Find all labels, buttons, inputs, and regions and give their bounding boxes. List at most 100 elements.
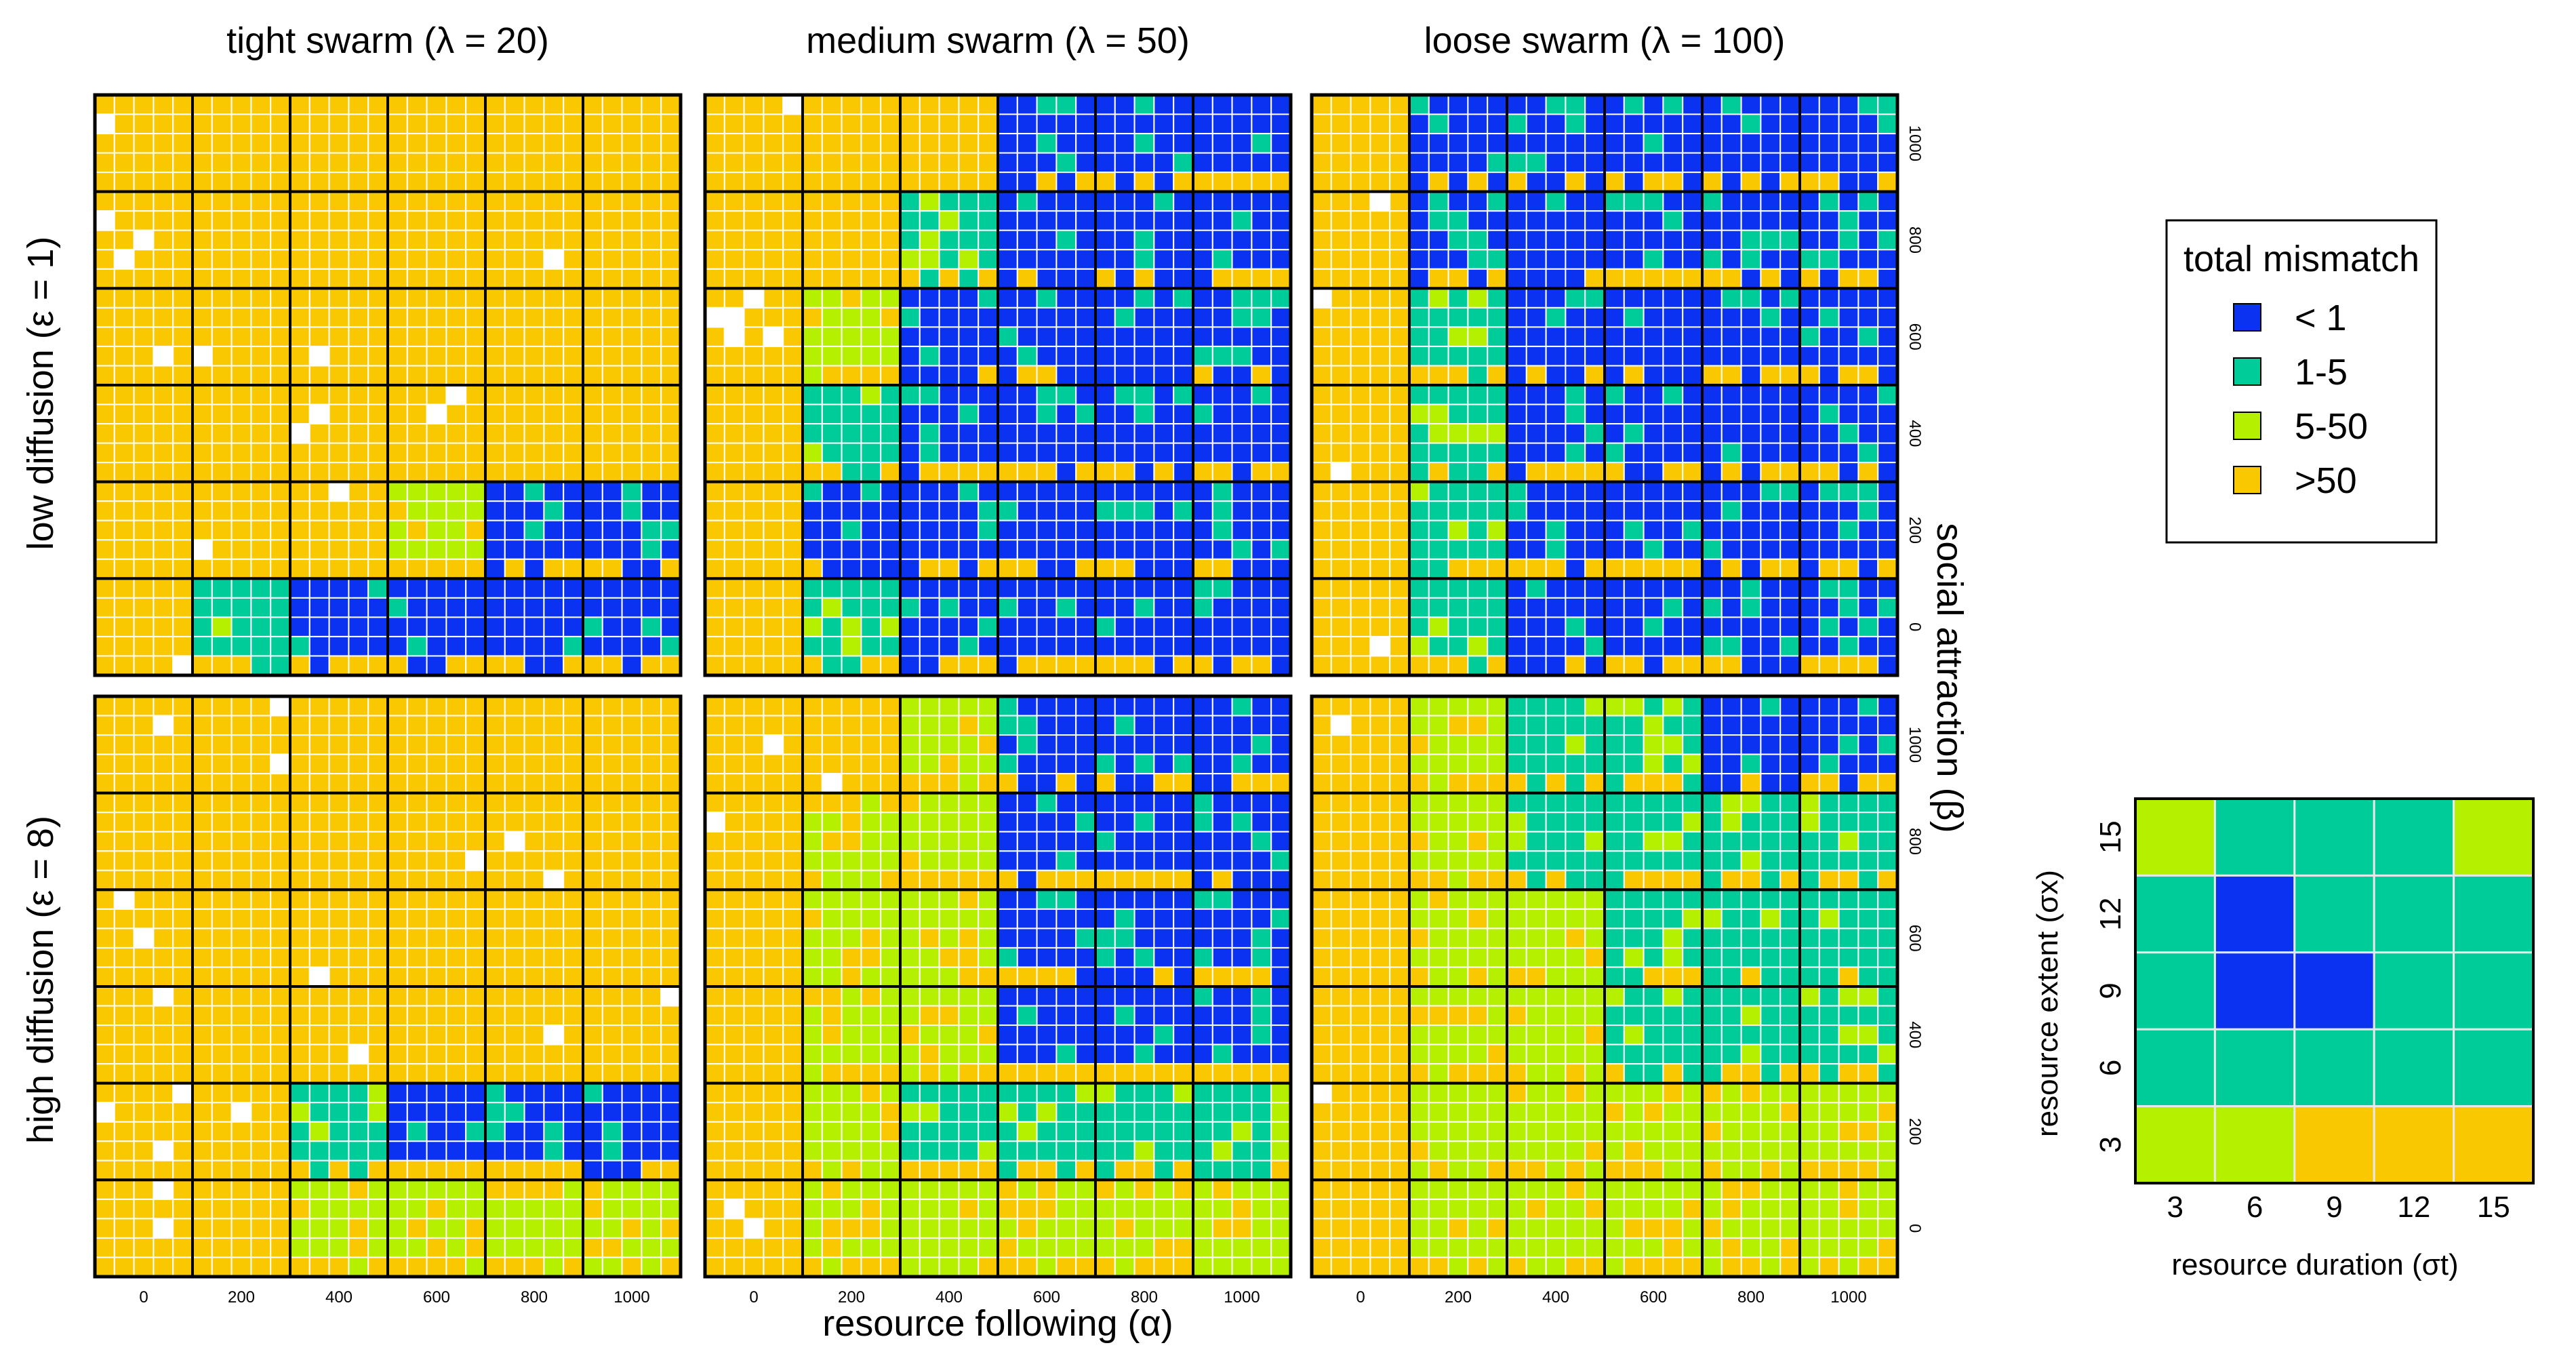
heatmap-cell <box>406 812 428 833</box>
heatmap-cell <box>621 889 643 910</box>
heatmap-cell <box>367 249 389 270</box>
heatmap-cell <box>504 229 525 251</box>
heatmap-cell <box>1133 345 1155 367</box>
heatmap-cell <box>900 384 921 405</box>
heatmap-cell <box>1016 345 1038 367</box>
heatmap-cell <box>387 869 408 891</box>
heatmap-cell <box>1211 1179 1233 1200</box>
heatmap-cell <box>1192 229 1213 251</box>
heatmap-cell <box>802 889 823 910</box>
heatmap-cell <box>958 152 980 174</box>
heatmap-cell <box>270 850 291 871</box>
heatmap-cell <box>997 655 1018 677</box>
heatmap-cell <box>289 1043 310 1065</box>
heatmap-cell <box>1740 850 1762 871</box>
heatmap-cell <box>211 986 233 1007</box>
heatmap-cell <box>153 1063 174 1084</box>
heatmap-cell <box>1545 578 1567 599</box>
heatmap-cell <box>308 1043 330 1065</box>
heatmap-cell <box>582 715 603 736</box>
heatmap-cell <box>1055 655 1077 677</box>
heatmap-cell <box>211 831 233 852</box>
heatmap-cell <box>1857 268 1879 290</box>
heatmap-cell <box>860 326 882 347</box>
heatmap-cell <box>289 539 310 560</box>
heatmap-cell <box>1114 908 1135 930</box>
heatmap-cell <box>1350 831 1371 852</box>
heatmap-cell <box>938 1005 960 1026</box>
heatmap-cell <box>543 539 565 560</box>
heatmap-cell <box>900 986 921 1007</box>
heatmap-cell <box>465 946 487 968</box>
heatmap-cell <box>723 616 745 637</box>
heatmap-cell <box>133 696 155 717</box>
heatmap-cell <box>1545 812 1567 833</box>
heatmap-cell <box>153 442 174 464</box>
heatmap-cell <box>523 597 545 618</box>
heatmap-cell <box>1799 172 1820 193</box>
heatmap-cell <box>704 462 725 483</box>
heatmap-cell <box>94 655 115 677</box>
heatmap-cell <box>660 1256 682 1278</box>
heatmap-cell <box>1643 734 1664 755</box>
heatmap-cell <box>997 715 1018 736</box>
heatmap-cell <box>1251 889 1272 910</box>
heatmap-cell <box>1055 1082 1077 1104</box>
heatmap-cell <box>641 655 662 677</box>
heatmap-cell <box>958 1121 980 1142</box>
heatmap-cell <box>1467 152 1489 174</box>
heatmap-cell <box>1270 1024 1291 1045</box>
heatmap-cell <box>563 1159 584 1181</box>
heatmap-cell <box>1095 268 1116 290</box>
heatmap-cell <box>1760 558 1782 580</box>
heatmap-cell <box>348 558 369 580</box>
heatmap-cell <box>1506 869 1527 891</box>
heatmap-cell <box>997 1082 1018 1104</box>
heatmap-cell <box>958 94 980 115</box>
heatmap-cell <box>172 481 193 502</box>
heatmap-cell <box>1016 850 1038 871</box>
heatmap-cell <box>1095 191 1116 212</box>
heatmap-cell <box>192 1140 213 1161</box>
heatmap-cell <box>192 1179 213 1200</box>
heatmap-cell <box>445 696 467 717</box>
heatmap-cell <box>1584 462 1605 483</box>
heatmap-cell <box>660 172 682 193</box>
heatmap-cell <box>543 500 565 521</box>
heatmap-cell <box>328 1121 350 1142</box>
heatmap-cell <box>763 715 784 736</box>
heatmap-cell <box>601 1102 623 1123</box>
heatmap-cell <box>1153 1082 1175 1104</box>
heatmap-cell <box>172 792 193 814</box>
heatmap-cell <box>1231 191 1253 212</box>
heatmap-cell <box>641 345 662 367</box>
heatmap-cell <box>919 850 940 871</box>
heatmap-cell <box>485 306 506 328</box>
heatmap-cell <box>1036 635 1058 657</box>
heatmap-cell <box>192 1043 213 1065</box>
heatmap-cell <box>1799 191 1820 212</box>
heatmap-cell <box>153 539 174 560</box>
heatmap-cell <box>978 306 999 328</box>
heatmap-cell <box>406 365 428 386</box>
heatmap-cell <box>1643 578 1664 599</box>
heatmap-cell <box>485 946 506 968</box>
heatmap-cell <box>1114 1005 1135 1026</box>
heatmap-cell <box>841 133 862 154</box>
heatmap-cell <box>1525 655 1547 677</box>
heatmap-cell <box>523 928 545 949</box>
heatmap-cell <box>1270 326 1291 347</box>
heatmap-cell <box>641 928 662 949</box>
heatmap-cell <box>1036 753 1058 775</box>
heatmap-cell <box>1545 268 1567 290</box>
heatmap-cell <box>1231 889 1253 910</box>
heatmap-cell <box>860 1237 882 1258</box>
heatmap-cell <box>445 635 467 657</box>
heatmap-cell <box>1467 655 1489 677</box>
heatmap-cell <box>1133 423 1155 444</box>
heatmap-cell <box>900 1237 921 1258</box>
heatmap-cell <box>582 558 603 580</box>
heatmap-cell <box>743 1159 765 1181</box>
heatmap-cell <box>1760 210 1782 231</box>
heatmap-cell <box>445 889 467 910</box>
